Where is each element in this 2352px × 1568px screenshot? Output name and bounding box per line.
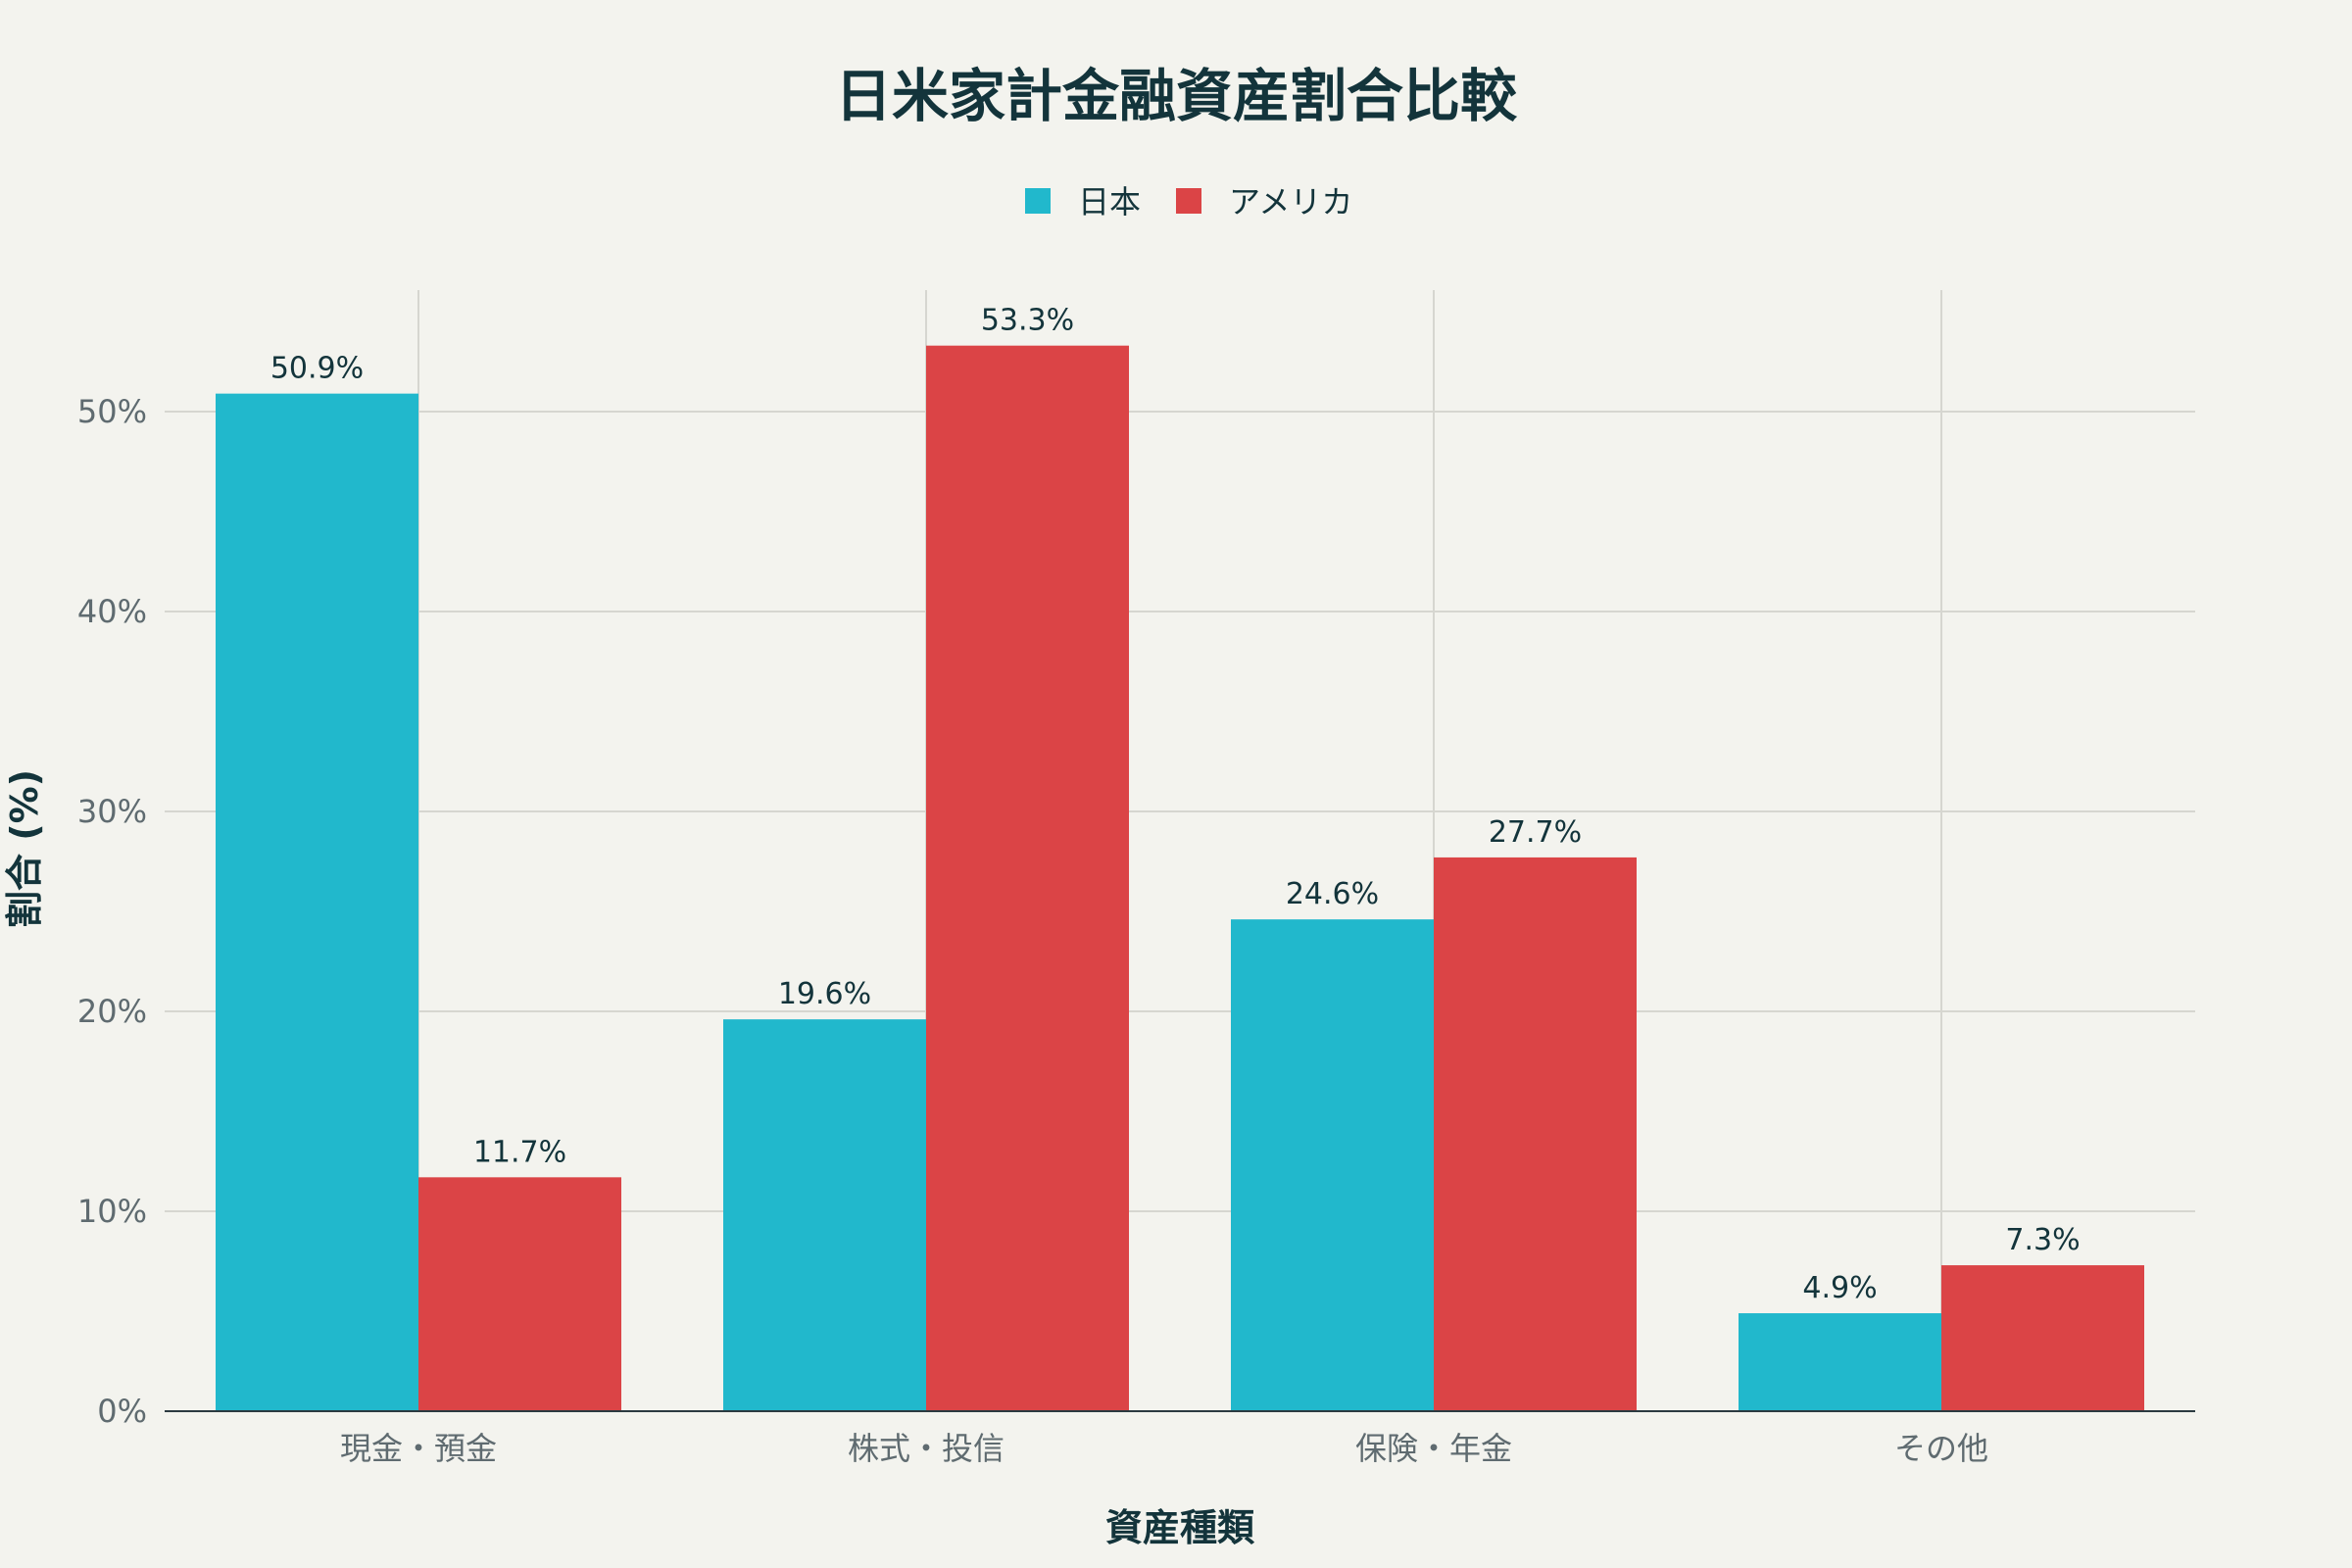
legend: 日本 アメリカ [1025,183,1352,220]
data-labels: 50.9% 11.7% 19.6% 53.3% 24.6% 27.7% 4.9% 7.3% [270,304,2081,1305]
bar-japan-3 [1739,1313,1941,1411]
bar-usa-2 [1434,857,1637,1411]
y-tick-label: 10% [77,1193,147,1230]
y-tick-label: 20% [77,993,147,1030]
y-axis-title: 割合 (%) [3,769,46,928]
bar-japan-2 [1231,919,1434,1411]
data-label-usa-2: 27.7% [1489,815,1582,850]
y-tick-label: 50% [77,393,147,430]
y-tick-label: 40% [77,593,147,630]
y-tick-label: 30% [77,793,147,830]
bar-japan-1 [723,1019,926,1411]
x-axis-ticks: 現金・預金 株式・投信 保険・年金 その他 [340,1430,1988,1467]
bar-usa-1 [926,345,1129,1412]
data-label-usa-0: 11.7% [473,1135,566,1169]
legend-label-usa: アメリカ [1229,183,1352,220]
bar-usa-3 [1941,1265,2144,1411]
y-tick-label: 0% [97,1393,147,1430]
data-label-japan-0: 50.9% [270,352,364,386]
legend-swatch-japan [1025,188,1051,214]
legend-label-japan: 日本 [1078,183,1141,220]
data-label-japan-1: 19.6% [778,977,871,1011]
legend-swatch-usa [1176,188,1201,214]
x-tick-label: その他 [1894,1430,1988,1467]
data-label-usa-1: 53.3% [981,304,1074,338]
bar-usa-0 [418,1177,621,1411]
bars [216,345,2144,1412]
x-tick-label: 保険・年金 [1355,1430,1512,1467]
y-axis-ticks: 0% 10% 20% 30% 40% 50% [77,393,147,1430]
data-label-japan-3: 4.9% [1802,1271,1877,1305]
data-label-japan-2: 24.6% [1286,877,1379,911]
x-axis-title: 資産種類 [1105,1506,1255,1549]
x-tick-label: 現金・預金 [340,1430,497,1467]
data-label-usa-3: 7.3% [2005,1223,2080,1257]
bar-japan-0 [216,393,418,1411]
chart-title: 日米家計金融資産割合比較 [835,63,1518,129]
x-tick-label: 株式・投信 [848,1430,1004,1467]
